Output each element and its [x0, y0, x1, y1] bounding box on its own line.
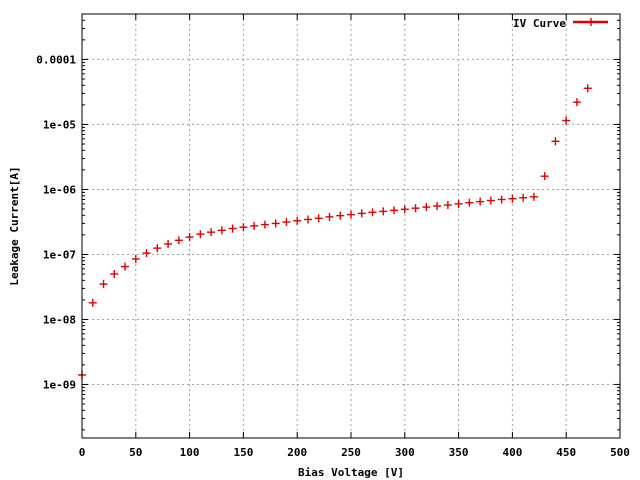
y-tick-label: 0.0001: [36, 53, 76, 66]
data-point: [207, 228, 216, 237]
x-tick-label: 300: [395, 446, 415, 459]
data-point: [282, 218, 291, 227]
data-point: [325, 212, 334, 221]
data-point: [540, 172, 549, 181]
data-point: [411, 204, 420, 213]
data-point: [583, 84, 592, 93]
data-point: [250, 221, 259, 230]
y-tick-label: 1e-09: [43, 378, 76, 391]
data-point: [347, 210, 355, 219]
data-point: [497, 195, 506, 204]
tick-label-layer: 0 50 100 150 200 250 300 350 400 450 500 1e-09 1e-08…: [36, 53, 630, 459]
y-tick-label: 1e-07: [43, 248, 76, 261]
legend-label: IV Curve: [513, 17, 566, 30]
data-point: [314, 214, 323, 223]
data-point: [551, 137, 560, 146]
data-point: [519, 193, 528, 202]
data-point: [400, 205, 409, 214]
data-point: [390, 206, 399, 215]
data-point: [368, 208, 377, 217]
x-tick-label: 350: [449, 446, 469, 459]
data-point: [422, 203, 431, 212]
data-point: [142, 249, 151, 258]
data-point: [293, 216, 302, 225]
data-point: [217, 226, 226, 235]
x-tick-label: 50: [129, 446, 142, 459]
data-point: [271, 219, 280, 228]
x-tick-label: 450: [556, 446, 576, 459]
data-point: [357, 209, 366, 218]
data-point: [88, 298, 97, 307]
data-point: [174, 236, 183, 245]
plot-area-border: [81, 13, 621, 439]
data-point: [379, 207, 388, 216]
data-point: [529, 192, 538, 201]
data-point: [153, 244, 162, 253]
x-tick-label: 0: [79, 446, 86, 459]
data-point: [336, 211, 345, 220]
data-point: [486, 196, 495, 205]
data-point: [228, 224, 237, 233]
data-point: [260, 220, 269, 229]
data-point: [239, 223, 248, 232]
data-point: [433, 202, 442, 211]
y-tick-label: 1e-05: [43, 118, 76, 131]
x-tick-label: 400: [502, 446, 522, 459]
data-point: [131, 255, 140, 264]
data-point: [562, 116, 571, 125]
x-tick-label: 500: [610, 446, 630, 459]
x-axis-title: Bias Voltage [V]: [298, 466, 404, 479]
series-marker-layer: [78, 84, 592, 379]
data-point: [443, 201, 452, 210]
x-tick-label: 250: [341, 446, 361, 459]
data-point: [476, 197, 485, 206]
data-point: [121, 262, 130, 271]
data-point: [572, 98, 581, 107]
legend: IV Curve: [513, 17, 608, 30]
y-axis-title: Leakage Current[A]: [8, 166, 21, 285]
x-tick-label: 150: [233, 446, 253, 459]
grid-layer: [82, 14, 620, 438]
data-point: [110, 270, 119, 279]
data-point: [99, 280, 108, 289]
data-point: [508, 194, 517, 203]
y-tick-label: 1e-06: [43, 183, 76, 196]
data-point: [196, 230, 205, 239]
data-point: [303, 215, 312, 224]
x-tick-label: 200: [287, 446, 307, 459]
y-tick-label: 1e-08: [43, 313, 76, 326]
data-point: [164, 239, 173, 248]
data-point: [454, 199, 463, 208]
data-point: [185, 233, 194, 242]
x-tick-label: 100: [180, 446, 200, 459]
data-point: [465, 198, 474, 207]
